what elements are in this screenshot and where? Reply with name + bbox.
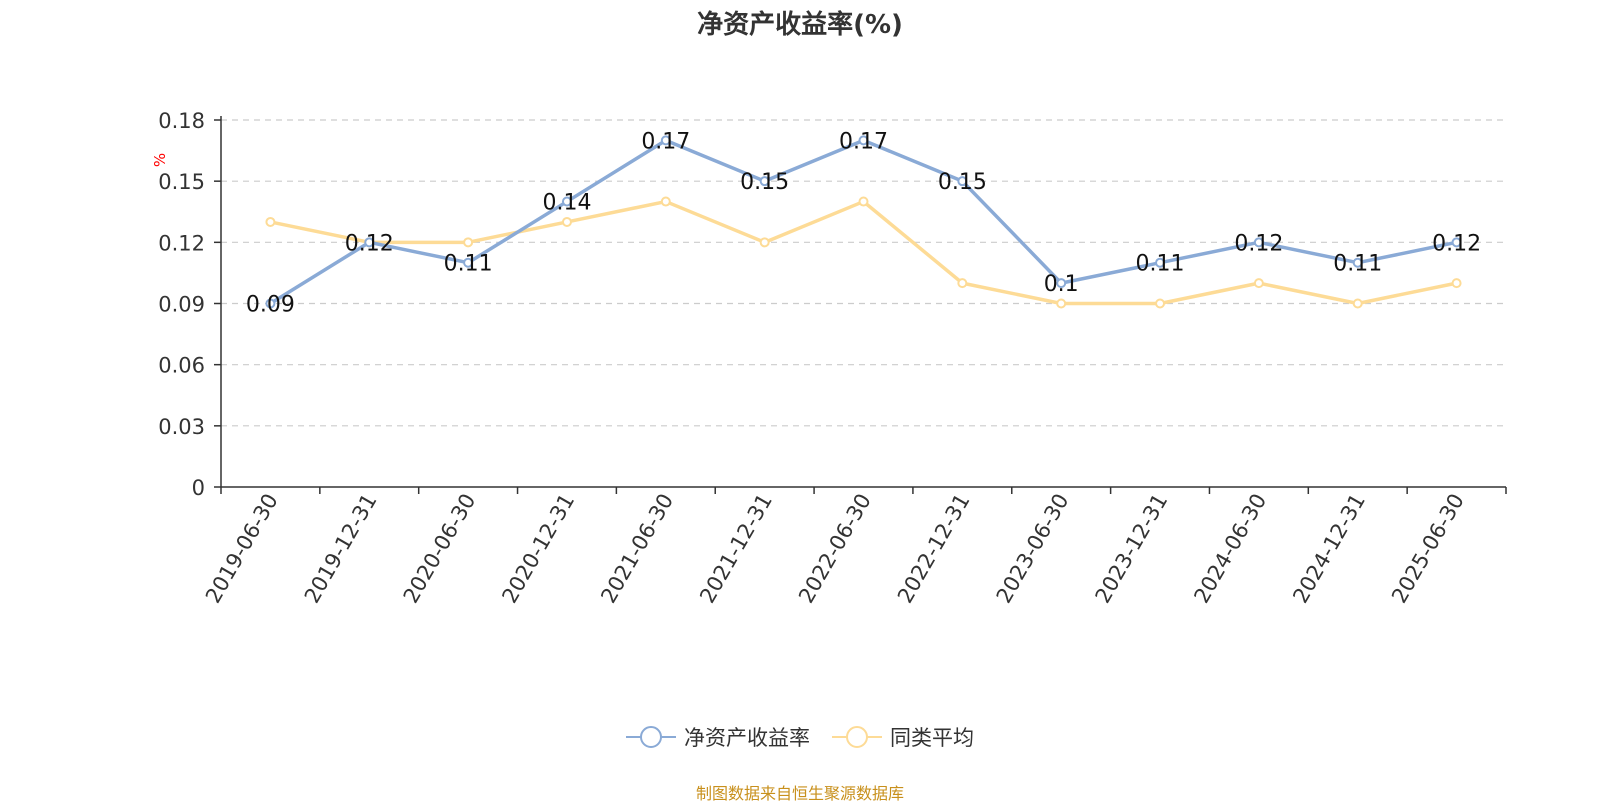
series-point-0 <box>759 176 770 187</box>
series-point-1 <box>660 196 671 207</box>
grid-lines <box>221 119 1506 427</box>
y-tick-label: 0.18 <box>158 109 205 133</box>
data-label: 0.14 <box>542 191 591 216</box>
x-tick-label: 2020-06-30 <box>399 489 481 607</box>
series-point-1 <box>1253 278 1264 289</box>
x-tick-label: 2021-12-31 <box>695 490 777 608</box>
series-point-1 <box>957 278 968 289</box>
series-point-0 <box>858 135 869 146</box>
legend-item-average[interactable]: 同类平均 <box>832 722 974 752</box>
data-labels: 0.09 0.12 0.11 0.14 0.17 0.15 0.17 0.15 0.1 0.11 0… <box>246 129 1481 317</box>
data-label: 0.12 <box>345 231 394 256</box>
y-tick-label: 0.15 <box>158 170 205 194</box>
x-tick-label: 2022-12-31 <box>893 490 975 608</box>
data-label: 0.15 <box>740 170 789 195</box>
data-label: 0.17 <box>641 129 690 154</box>
data-label: 0.11 <box>444 252 493 277</box>
series-point-0 <box>1451 237 1462 248</box>
series-point-0 <box>265 298 276 309</box>
series-point-1 <box>858 196 869 207</box>
chart-title: 净资产收益率(%) <box>697 10 903 40</box>
axes: 0 0.03 0.06 0.09 0.12 0.15 0.18% 2019-06-30 2019… <box>151 109 1507 608</box>
legend-label-average: 同类平均 <box>890 726 974 750</box>
series-point-0 <box>1352 257 1363 268</box>
data-label: 0.12 <box>1432 231 1481 256</box>
data-label: 0.15 <box>938 170 987 195</box>
x-tick-label: 2019-12-31 <box>300 490 382 608</box>
series-line-0 <box>269 138 1457 305</box>
series-point-0 <box>660 135 671 146</box>
series-point-1 <box>759 237 770 248</box>
x-tick-label: 2024-12-31 <box>1288 490 1370 608</box>
series-point-1 <box>1056 298 1067 309</box>
series-point-0 <box>1155 257 1166 268</box>
x-tick-label: 2023-12-31 <box>1091 490 1173 608</box>
y-tick-label: 0.03 <box>158 415 205 439</box>
x-tick-label: 2019-06-30 <box>201 490 283 608</box>
series-point-0 <box>957 176 968 187</box>
y-tick-label: 0 <box>192 476 205 500</box>
legend: 净资产收益率 同类平均 <box>0 722 1600 752</box>
data-label: 0.11 <box>1333 252 1382 277</box>
series-point-1 <box>561 216 572 227</box>
legend-marker-roe-icon <box>626 726 676 748</box>
series-point-1 <box>463 237 474 248</box>
series-point-0 <box>463 257 474 268</box>
y-tick-label: 0.12 <box>158 231 205 255</box>
legend-marker-average-icon <box>832 726 882 748</box>
x-tick-label: 2025-06-30 <box>1387 490 1469 608</box>
series-point-1 <box>1451 278 1462 289</box>
data-label: 0.17 <box>839 129 888 154</box>
legend-label-roe: 净资产收益率 <box>684 726 810 750</box>
series-point-1 <box>1155 298 1166 309</box>
y-tick-label: 0.09 <box>158 293 205 317</box>
legend-item-roe[interactable]: 净资产收益率 <box>626 722 810 752</box>
x-tick-label: 2021-06-30 <box>596 490 678 608</box>
x-tick-label: 2024-06-30 <box>1189 490 1271 608</box>
x-tick-label: 2020-12-31 <box>497 490 579 608</box>
data-label: 0.11 <box>1136 252 1185 277</box>
x-tick-label: 2023-06-30 <box>992 490 1074 608</box>
data-label: 0.09 <box>246 293 295 318</box>
data-label: 0.1 <box>1044 272 1079 297</box>
series-point-0 <box>561 196 572 207</box>
series-point-1 <box>1352 298 1363 309</box>
data-label: 0.12 <box>1234 231 1283 256</box>
y-axis-label: % <box>151 153 169 167</box>
x-tick-label: 2022-06-30 <box>794 490 876 608</box>
y-tick-label: 0.06 <box>158 354 205 378</box>
series <box>265 135 1462 309</box>
series-point-1 <box>265 216 276 227</box>
series-point-0 <box>364 237 375 248</box>
source-note: 制图数据来自恒生聚源数据库 <box>695 784 904 803</box>
series-point-0 <box>1253 237 1264 248</box>
series-point-0 <box>1056 278 1067 289</box>
